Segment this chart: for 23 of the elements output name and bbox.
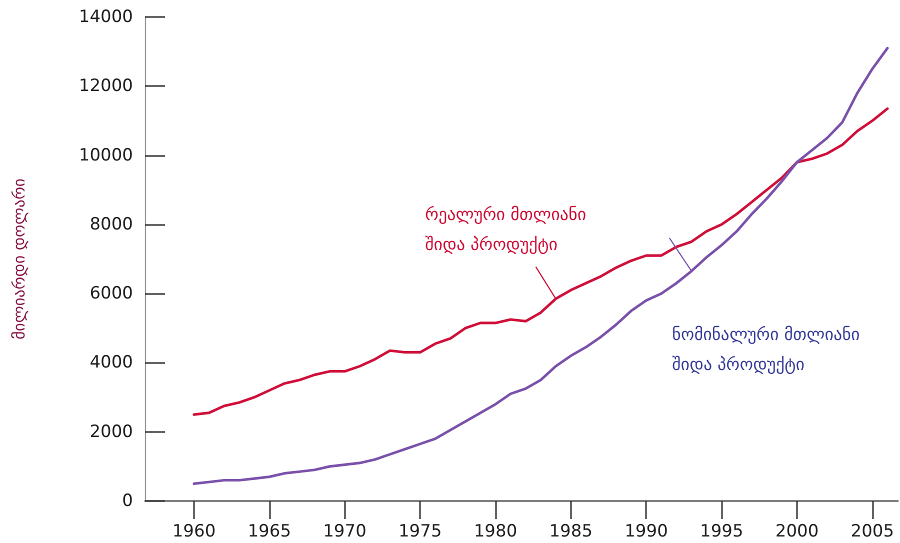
x-tick-label: 1990 — [624, 522, 668, 542]
x-tick-label: 1980 — [474, 522, 518, 542]
line-series — [192, 46, 889, 486]
series-label: ნომინალური მთლიანი შიდა პროდუქტი — [672, 324, 861, 377]
y-tick-label: 2000 — [90, 422, 133, 442]
x-tick-label: 1970 — [323, 522, 366, 542]
x-tick-label: 1975 — [398, 522, 442, 542]
x-tick-label: 2000 — [775, 522, 819, 542]
x-tick-label: 1960 — [172, 522, 216, 542]
y-tick-label: 8000 — [90, 214, 133, 234]
y-tick-label: 12000 — [78, 76, 133, 96]
y-tick-label: 0 — [122, 491, 133, 511]
x-tick-label: 1995 — [700, 522, 744, 542]
y-tick-label: 14000 — [78, 7, 133, 27]
y-tick-label: 6000 — [90, 284, 133, 304]
x-tick-label: 2005 — [850, 522, 894, 542]
y-tick-label: 10000 — [78, 145, 133, 166]
y-axis-title: მილიარდი დოლარი — [10, 178, 28, 340]
x-tick-label: 1985 — [549, 522, 593, 542]
series-label: რეალური მთლიანი შიდა პროდუქტი — [425, 204, 588, 257]
y-tick-label: 4000 — [90, 352, 133, 373]
x-tick-label: 1965 — [248, 522, 291, 542]
line-series — [192, 107, 889, 416]
